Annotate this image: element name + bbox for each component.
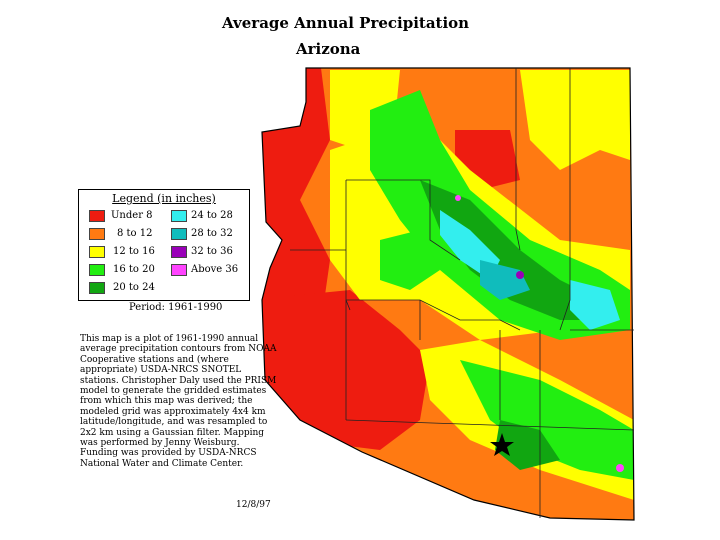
- legend-swatch-12-16: [89, 246, 105, 258]
- zone-16-20-b: [460, 360, 634, 480]
- state-outline: [261, 67, 635, 521]
- zone-above-36-south: [616, 464, 624, 472]
- legend-swatch-16-20: [89, 264, 105, 276]
- legend-label-above-36: Above 36: [191, 264, 239, 275]
- precip-zones: [262, 68, 634, 520]
- legend-label-16-20: 16 to 20: [113, 264, 155, 275]
- legend-swatch-32-36: [171, 246, 187, 258]
- zone-20-24-south: [495, 420, 560, 470]
- period-label: Period: 1961-1990: [129, 302, 223, 313]
- legend-label-under-8: Under 8: [111, 210, 153, 221]
- zone-20-24: [420, 180, 600, 320]
- map-date: 12/8/97: [236, 500, 271, 510]
- legend-title: Legend (in inches): [112, 192, 216, 205]
- legend-swatch-28-32: [171, 228, 187, 240]
- zone-32-36: [516, 271, 524, 279]
- map-description: This map is a plot of 1961-1990 annual a…: [80, 334, 277, 469]
- legend-label-12-16: 12 to 16: [113, 246, 155, 257]
- legend: Legend (in inches) Under 8 8 to 12 12 to…: [78, 189, 250, 301]
- zone-28-32: [480, 260, 530, 300]
- legend-label-20-24: 20 to 24: [113, 282, 155, 293]
- zone-under-8-southwest: [262, 290, 430, 450]
- map-title: Average Annual Precipitation: [222, 14, 470, 32]
- legend-swatch-under-8: [89, 210, 105, 222]
- star-icon: [490, 433, 514, 456]
- legend-swatch-20-24: [89, 282, 105, 294]
- legend-swatch-24-28: [171, 210, 187, 222]
- legend-label-28-32: 28 to 32: [191, 228, 233, 239]
- map-subtitle: Arizona: [296, 40, 361, 58]
- legend-label-32-36: 32 to 36: [191, 246, 233, 257]
- zone-16-20-c: [380, 230, 440, 290]
- legend-label-8-12: 8 to 12: [117, 228, 153, 239]
- county-lines: [290, 68, 635, 518]
- legend-swatch-8-12: [89, 228, 105, 240]
- zone-16-20-a: [370, 90, 630, 340]
- legend-label-24-28: 24 to 28: [191, 210, 233, 221]
- zone-12-16-b: [520, 70, 630, 170]
- zone-24-28-b: [570, 280, 620, 330]
- zone-above-36: [455, 195, 461, 201]
- legend-swatch-above-36: [171, 264, 187, 276]
